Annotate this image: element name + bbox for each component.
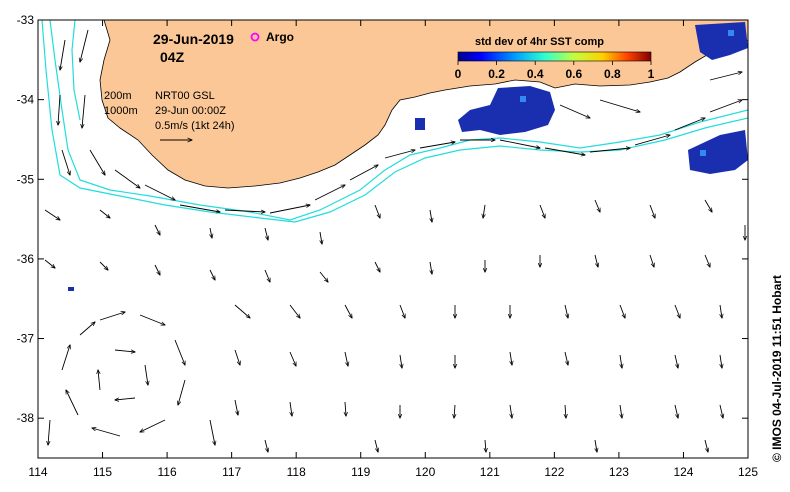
argo-label: Argo xyxy=(266,30,294,44)
product-label: NRT00 GSL xyxy=(155,90,215,102)
land-mass xyxy=(99,20,748,189)
isobath-1000-label: 1000m xyxy=(104,105,138,117)
current-vectors xyxy=(44,29,745,452)
x-tick-label: 116 xyxy=(158,465,177,479)
colorbar-tick-label: 0.8 xyxy=(604,67,621,81)
x-tick-label: 114 xyxy=(28,465,47,479)
plot-frame xyxy=(37,19,749,459)
colorbar-ticks: 0 0.2 0.4 0.6 0.8 1 xyxy=(455,61,655,81)
x-tick-label: 117 xyxy=(222,465,241,479)
colorbar-tick-label: 0 xyxy=(455,67,462,81)
y-tick-label: -34 xyxy=(17,93,35,107)
y-tick-label: -35 xyxy=(17,172,35,186)
sst-patches xyxy=(68,22,748,291)
x-tick-label: 122 xyxy=(544,465,564,479)
x-tick-label: 120 xyxy=(415,465,435,479)
y-tick-label: -36 xyxy=(17,252,35,266)
date-label: 29-Jun-2019 xyxy=(153,31,234,47)
colorbar-tick-label: 0.6 xyxy=(565,67,582,81)
scale-label: 0.5m/s (1kt 24h) xyxy=(155,120,234,132)
colorbar-tick-label: 1 xyxy=(648,67,655,81)
y-tick-label: -38 xyxy=(17,411,35,425)
x-tick-label: 118 xyxy=(287,465,306,479)
x-tick-label: 121 xyxy=(480,465,500,479)
isobath-200-label: 200m xyxy=(104,90,132,102)
product-time-label: 29-Jun 00:00Z xyxy=(155,105,226,117)
x-tick-label: 115 xyxy=(93,465,112,479)
y-tick-label: -33 xyxy=(17,13,35,27)
x-tick-label: 125 xyxy=(738,465,758,479)
credit-label: © IMOS 04-Jul-2019 11:51 Hobart xyxy=(770,275,784,462)
x-tick-label: 124 xyxy=(673,465,693,479)
y-axis: -33 -34 -35 -36 -37 -38 xyxy=(17,13,748,425)
time-label: 04Z xyxy=(160,49,185,65)
colorbar-title: std dev of 4hr SST comp xyxy=(475,36,604,48)
x-tick-label: 119 xyxy=(351,465,370,479)
colorbar-tick-label: 0.4 xyxy=(527,67,544,81)
x-axis: 114 115 116 117 118 119 120 121 122 123 124 125 xyxy=(28,20,758,479)
colorbar xyxy=(457,51,652,62)
x-tick-label: 123 xyxy=(609,465,629,479)
y-tick-label: -37 xyxy=(17,332,35,346)
argo-icon xyxy=(250,32,260,42)
colorbar-tick-label: 0.2 xyxy=(488,67,505,81)
